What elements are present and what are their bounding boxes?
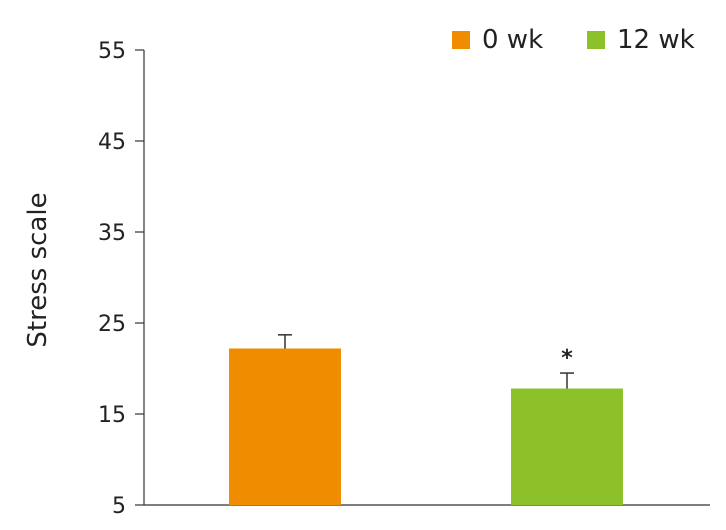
bars: * xyxy=(229,334,623,505)
y-axis-label: Stress scale xyxy=(23,192,53,347)
legend-swatch xyxy=(587,31,605,49)
y-ticks: 5 15 25 35 45 55 xyxy=(98,39,144,519)
y-tick-label: 5 xyxy=(112,494,126,519)
legend-swatch xyxy=(452,31,470,49)
legend-label: 12 wk xyxy=(617,25,695,55)
legend-label: 0 wk xyxy=(482,25,543,55)
y-tick-label: 55 xyxy=(98,39,126,64)
error-bar-12-wk xyxy=(560,372,574,389)
bar-0-wk xyxy=(229,348,341,505)
y-tick-label: 45 xyxy=(98,130,126,155)
legend: 0 wk 12 wk xyxy=(452,25,695,55)
y-tick-label: 15 xyxy=(98,403,126,428)
bar-12-wk xyxy=(511,388,623,505)
axes xyxy=(143,50,710,506)
error-bar-0-wk xyxy=(278,334,292,349)
y-tick-label: 35 xyxy=(98,221,126,246)
significance-marker: * xyxy=(561,346,573,371)
y-tick-label: 25 xyxy=(98,312,126,337)
